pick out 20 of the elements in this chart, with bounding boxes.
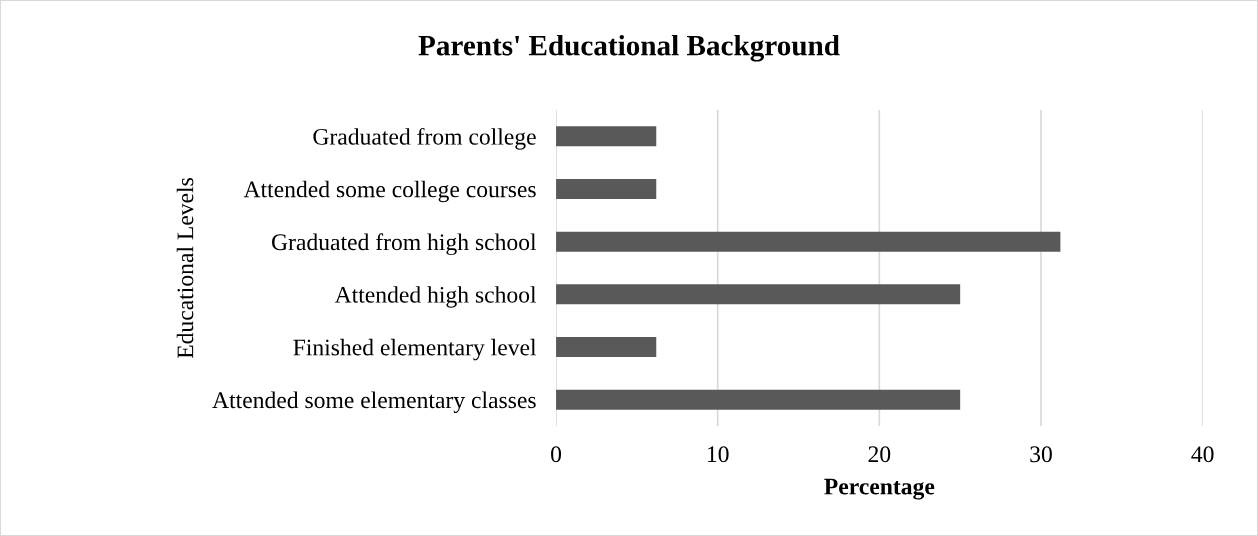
y-axis-title: Educational Levels (176, 178, 194, 359)
y-tick-label: Graduated from college (313, 127, 536, 150)
x-axis-title: Percentage (824, 478, 935, 500)
x-tick-label: 20 (868, 446, 891, 463)
x-tick-label: 10 (707, 446, 729, 463)
chart-title: Parents' Educational Background (418, 34, 840, 62)
x-tick-label: 40 (1191, 446, 1214, 463)
y-tick-label: Finished elementary level (293, 338, 537, 361)
bar (556, 337, 657, 358)
bar (556, 389, 961, 410)
y-tick-label: Attended some elementary classes (212, 391, 536, 414)
bar (556, 231, 1061, 252)
bar (556, 178, 657, 199)
y-tick-label: Attended some college courses (243, 180, 536, 203)
x-tick-label: 0 (551, 446, 562, 463)
bar (556, 284, 961, 305)
y-tick-label: Attended high school (334, 286, 537, 308)
y-tick-label: Graduated from high school (272, 233, 537, 256)
bar (556, 126, 657, 147)
x-tick-label: 30 (1030, 446, 1052, 463)
